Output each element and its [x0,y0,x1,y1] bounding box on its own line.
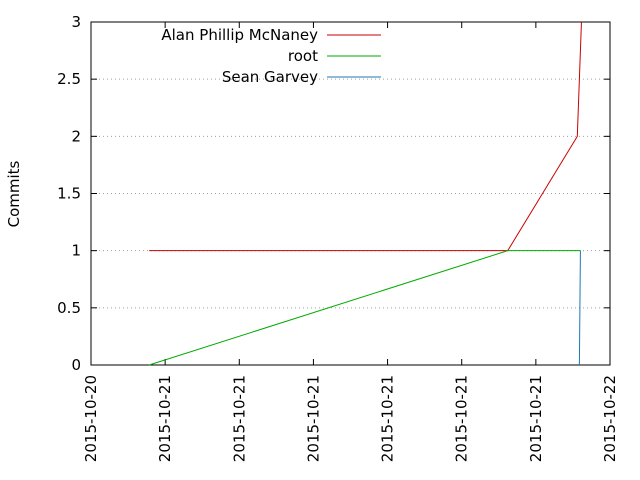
axes: 0 0.5 1 1.5 2 2.5 3 2015-10-20 2015-10-21 2015-10… [57,13,619,462]
y-tick-label: 2.5 [57,70,81,88]
plot-frame [90,21,611,366]
x-tick-label: 2015-10-21 [230,375,248,462]
grid-lines [91,78,610,309]
y-tick-label: 1.5 [57,185,81,203]
legend-label: Sean Garvey [222,68,318,86]
y-axis-label: Commits [5,160,23,227]
y-tick-label: 1 [71,242,81,260]
legend-label: Alan Phillip McNaney [161,26,318,44]
y-tick-label: 3 [71,13,81,31]
x-tick-label: 2015-10-20 [82,375,100,462]
x-tick-label: 2015-10-21 [453,375,471,462]
legend-label: root [288,47,318,65]
y-tick-label: 2 [71,127,81,145]
series-line-sean-garvey [578,250,581,366]
x-tick-label: 2015-10-21 [527,375,545,462]
x-tick-label: 2015-10-21 [156,375,174,462]
y-tick-label: 0.5 [57,299,81,317]
legend: Alan Phillip McNaney root Sean Garvey [161,26,381,86]
series-lines [148,21,582,366]
series-line-root [148,250,581,366]
x-tick-label: 2015-10-21 [379,375,397,462]
x-tick-label: 2015-10-21 [304,375,322,462]
y-tick-label: 0 [71,356,81,374]
series-line-alan-phillip-mcnaney [149,21,582,252]
x-tick-label: 2015-10-22 [601,375,619,462]
